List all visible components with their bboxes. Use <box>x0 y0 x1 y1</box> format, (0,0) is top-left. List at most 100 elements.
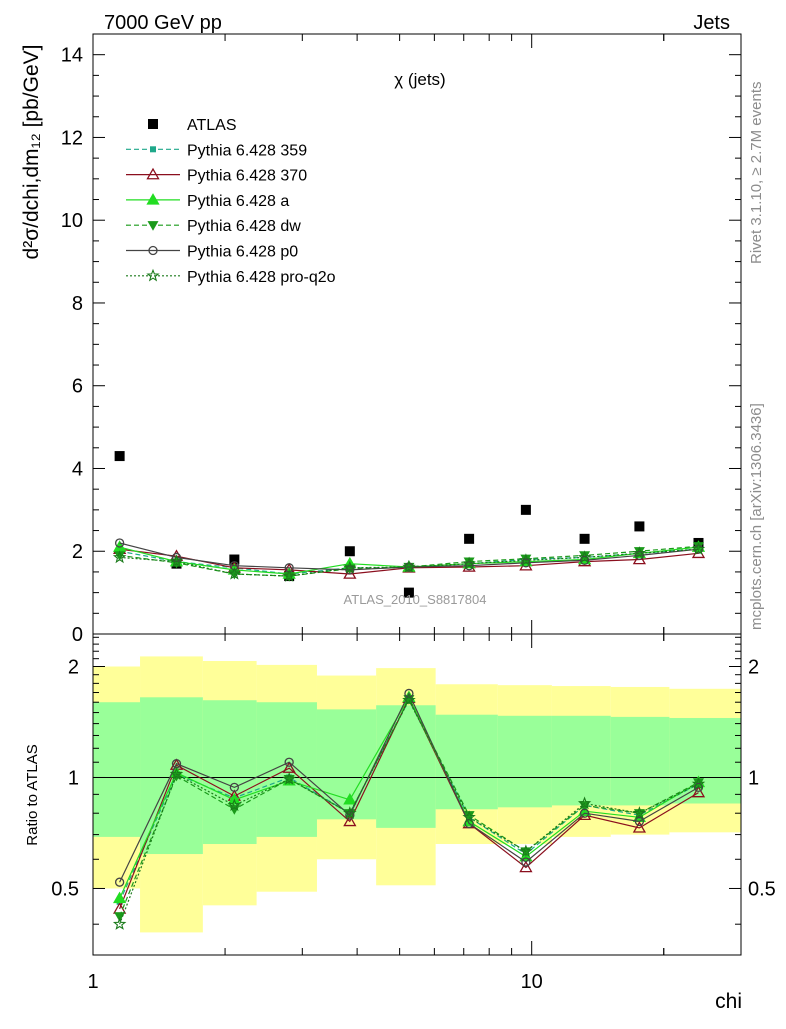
inner-band-bin-5 <box>376 705 436 828</box>
inner-band-bin-10 <box>669 717 741 804</box>
main-series-atlas <box>114 451 704 598</box>
ratio-point-pythia-6-428-pro-q2o-3 <box>282 772 296 785</box>
ratio-point-pythia-6-428-p0-7 <box>521 857 531 867</box>
ratio-point-pythia-6-428-370-4 <box>343 814 357 827</box>
legend-label-pythia-6-428-dw: Pythia 6.428 dw <box>187 218 301 235</box>
main-point-pythia-6-428-pro-q2o-1 <box>169 554 184 568</box>
main-point-pythia-6-428-p0-9 <box>634 550 645 561</box>
header-right: Jets <box>693 12 730 34</box>
inner-band-bin-0 <box>93 702 141 837</box>
ratio-point-pythia-6-428-pro-q2o-1 <box>169 767 184 781</box>
legend-entry-atlas: ATLAS <box>148 117 237 134</box>
ratio-point-pythia-6-428-p0-3 <box>284 757 294 767</box>
legend-marker-pythia-6-428-pro-q2o <box>146 268 160 282</box>
legend-marker-pythia-6-428-359 <box>150 146 156 153</box>
ratio-point-pythia-6-428-dw-0 <box>114 912 126 922</box>
main-point-atlas-0 <box>114 451 125 462</box>
main-y-tick-label-5: 10 <box>61 210 83 232</box>
main-line-pythia-6-428-p0 <box>119 542 699 571</box>
main-point-pythia-6-428-pro-q2o-5 <box>402 559 416 573</box>
ratio-point-pythia-6-428-370-9 <box>632 821 647 833</box>
ratio-y-tick-label-left-2: 2 <box>68 656 79 678</box>
legend-marker-pythia-6-428-p0 <box>148 245 158 256</box>
main-line-pythia-6-428-pro-q2o <box>119 548 699 577</box>
main-y-tick-label-4: 8 <box>72 293 83 315</box>
legend-label-atlas: ATLAS <box>187 117 237 134</box>
legend-marker-atlas <box>148 119 158 129</box>
ratio-y-tick-label-left-0: 0.5 <box>51 878 79 900</box>
main-point-pythia-6-428-pro-q2o-8 <box>577 550 592 564</box>
main-point-pythia-6-428-pro-q2o-7 <box>519 553 533 567</box>
legend-label-pythia-6-428-pro-q2o: Pythia 6.428 pro-q2o <box>187 269 336 286</box>
main-series-pythia-6-428-pro-q2o <box>112 542 706 582</box>
main-point-pythia-6-428-pro-q2o-0 <box>112 550 127 564</box>
analysis-watermark: ATLAS_2010_S8817804 <box>344 592 487 607</box>
legend: ATLAS Pythia 6.428 359 Pythia 6.428 370 Pyt… <box>126 117 336 286</box>
legend-entry-pythia-6-428-dw: Pythia 6.428 dw <box>126 218 301 235</box>
main-point-pythia-6-428-pro-q2o-9 <box>632 546 647 560</box>
ratio-point-pythia-6-428-pro-q2o-2 <box>227 798 242 812</box>
ratio-point-pythia-6-428-a-4 <box>343 792 357 805</box>
ratio-point-pythia-6-428-p0-5 <box>404 688 414 699</box>
ratio-y-axis-label: Ratio to ATLAS <box>24 744 41 845</box>
inner-band-bin-8 <box>551 715 611 806</box>
ratio-point-pythia-6-428-pro-q2o-6 <box>462 810 476 823</box>
legend-label-pythia-6-428-a: Pythia 6.428 a <box>187 193 289 210</box>
ratio-point-pythia-6-428-pro-q2o-7 <box>519 844 533 858</box>
x-axis: 1 10 <box>87 34 742 993</box>
ratio-series-pythia-6-428-pro-q2o <box>112 693 706 930</box>
legend-entry-pythia-6-428-a: Pythia 6.428 a <box>126 193 289 210</box>
ratio-point-pythia-6-428-p0-10 <box>693 782 704 793</box>
main-point-pythia-6-428-p0-0 <box>114 538 125 548</box>
ratio-y-tick-label-right-0: 0.5 <box>748 878 776 900</box>
ratio-y-tick-label-right-1: 1 <box>748 767 759 789</box>
x-tick-label-0: 1 <box>87 971 98 993</box>
ratio-uncertainty-bands <box>93 656 741 933</box>
legend-label-pythia-6-428-370: Pythia 6.428 370 <box>187 168 307 185</box>
main-point-atlas-4 <box>344 546 355 557</box>
inner-band-bin-6 <box>435 714 498 810</box>
x-axis-label: chi <box>715 990 742 1013</box>
main-point-pythia-6-428-p0-6 <box>464 561 474 571</box>
main-y-axis-label: d²σ/dchi,dm₁₂ [pb/GeV] <box>20 45 43 260</box>
ratio-y-tick-label-left-1: 1 <box>68 767 79 789</box>
ratio-plot-area <box>112 688 706 930</box>
ratio-point-pythia-6-428-p0-9 <box>634 816 645 827</box>
legend-marker-pythia-6-428-dw <box>147 221 159 231</box>
legend-entry-pythia-6-428-370: Pythia 6.428 370 <box>126 168 307 185</box>
main-point-pythia-6-428-p0-7 <box>521 558 531 568</box>
inner-band-bin-7 <box>497 715 552 808</box>
legend-marker-pythia-6-428-a <box>146 193 160 205</box>
main-point-atlas-2 <box>229 554 240 565</box>
ratio-point-pythia-6-428-pro-q2o-5 <box>402 693 416 706</box>
rivet-version-label: Rivet 3.1.10, ≥ 2.7M events <box>748 82 765 265</box>
ratio-point-pythia-6-428-370-10 <box>691 785 706 798</box>
main-point-pythia-6-428-dw-10 <box>692 542 704 552</box>
ratio-point-pythia-6-428-p0-0 <box>114 877 125 887</box>
ratio-line-pythia-6-428-pro-q2o <box>119 698 699 925</box>
x-tick-label-1: 10 <box>521 971 543 993</box>
ratio-point-pythia-6-428-pro-q2o-4 <box>343 806 357 819</box>
main-point-pythia-6-428-p0-8 <box>579 555 590 565</box>
main-point-atlas-5 <box>403 587 414 598</box>
main-y-tick-label-6: 12 <box>61 127 83 149</box>
header-left: 7000 GeV pp <box>104 12 222 34</box>
ratio-y-tick-label-right-2: 2 <box>748 656 759 678</box>
mcplots-label: mcplots.cern.ch [arXiv:1306.3436] <box>748 403 765 630</box>
ratio-point-pythia-6-428-pro-q2o-10 <box>691 776 706 790</box>
main-point-pythia-6-428-pro-q2o-6 <box>462 556 476 570</box>
main-y-axis: 0 2 4 6 8 10 12 14 <box>61 45 741 646</box>
main-point-pythia-6-428-pro-q2o-10 <box>691 542 706 555</box>
main-point-pythia-6-428-pro-q2o-2 <box>227 566 242 580</box>
main-y-tick-label-2: 4 <box>72 458 83 480</box>
legend-label-pythia-6-428-359: Pythia 6.428 359 <box>187 142 307 159</box>
main-y-tick-label-1: 2 <box>72 541 83 563</box>
main-point-pythia-6-428-p0-4 <box>345 565 355 575</box>
ratio-y-axis: 0.5 0.5 1 1 2 2 <box>51 636 776 925</box>
ratio-point-pythia-6-428-p0-4 <box>345 810 355 820</box>
main-point-atlas-9 <box>634 521 645 532</box>
legend-entry-pythia-6-428-359: Pythia 6.428 359 <box>126 142 307 159</box>
ratio-point-pythia-6-428-370-7 <box>519 860 533 873</box>
